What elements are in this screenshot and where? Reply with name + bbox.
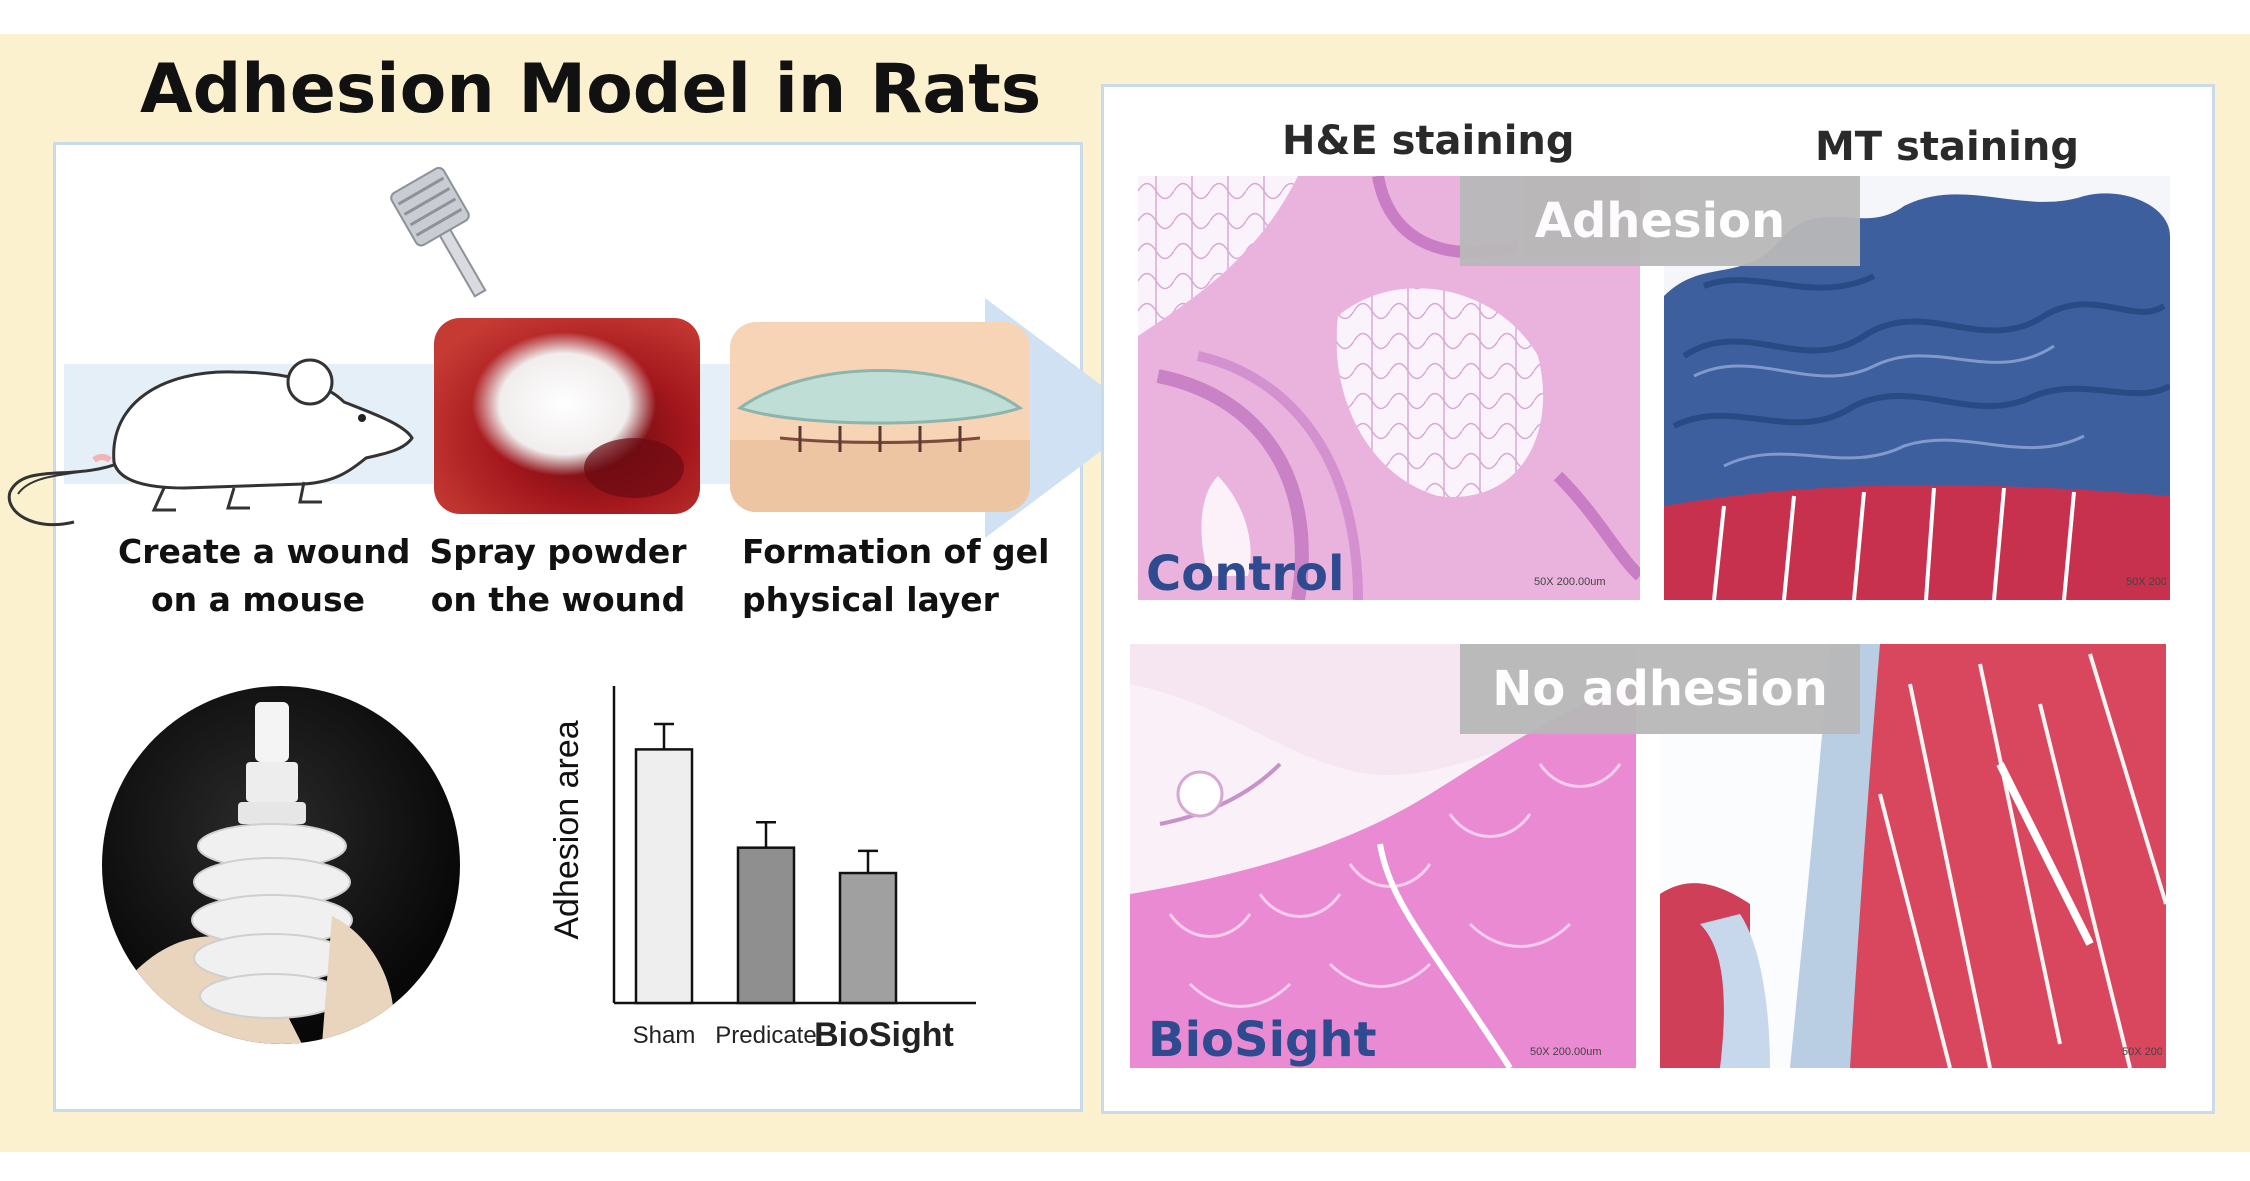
stain-title-mt: MT staining [1815,124,2079,170]
page-title: Adhesion Model in Rats [140,50,1042,129]
result-tag-adhesion: Adhesion [1460,176,1860,266]
rat-icon [7,358,414,527]
scale-bar-label: 50X 200.00um [2126,576,2166,588]
group-label-biosight: BioSight [1148,1012,1377,1068]
step-label-wound: Create a wound on a mouse [118,528,411,624]
x-tick-label: Sham [633,1022,696,1049]
result-tag-no-adhesion: No adhesion [1460,644,1860,734]
step-label-gel: Formation of gel physical layer [742,528,1050,624]
x-tick-label: Predicate [715,1022,816,1049]
image-divider [1648,644,1654,1068]
scale-bar-label: 50X 200.00um [1534,576,1606,588]
bar-predicate [736,846,796,1005]
error-bar [654,722,674,750]
step-label-line: physical layer [742,580,999,619]
spray-powder-photo [434,318,700,514]
stain-title-he: H&E staining [1282,118,1575,164]
step-label-line: Spray powder [429,532,687,571]
y-axis-label: Adhesion area [548,720,586,939]
step-label-line: Formation of gel [742,532,1050,571]
error-bar [756,821,776,848]
spray-nozzle-icon [390,166,487,298]
step-label-line: on the wound [430,580,686,619]
gel-layer-illustration [730,322,1030,512]
error-bar [858,849,878,874]
product-bottle-photo [102,686,460,1044]
image-divider [1648,176,1654,600]
scale-bar-label: 50X 200.00um [1530,1046,1602,1058]
control-mt-image [1664,176,2170,600]
group-label-control: Control [1146,546,1345,602]
step-label-line: Create a wound [118,532,411,571]
step-label-spray: Spray powder on the wound [428,528,688,624]
step-label-line: on a mouse [151,580,365,619]
bar-sham [634,748,694,1005]
scale-bar-label: 50X 200.00um [2122,1046,2162,1058]
x-tick-label: BioSight [814,1016,954,1054]
bar-biosight [838,871,898,1005]
